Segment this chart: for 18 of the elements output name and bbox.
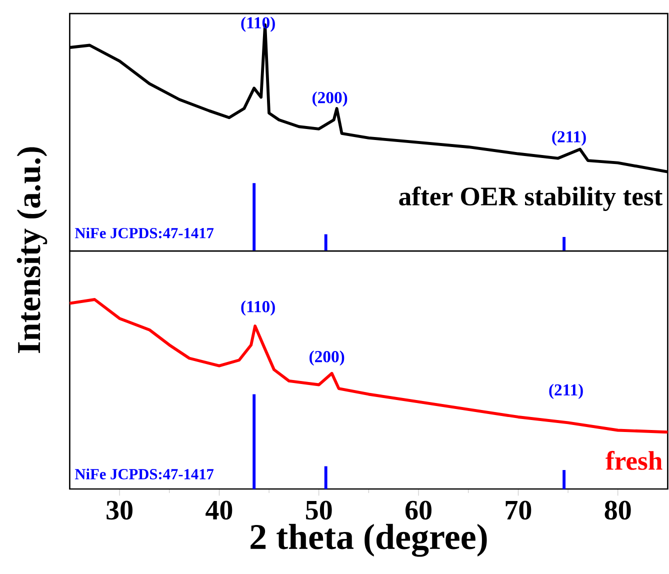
x-tick-label: 40 [206,500,232,520]
annotation: (211) [549,384,583,399]
x-tick-label: 50 [306,500,332,520]
y-axis-title: Intensity (a.u.) [16,147,48,354]
x-tick-label: 60 [406,500,432,520]
annotation: (200) [312,92,348,107]
x-tick-label: 30 [106,500,132,520]
series-label: fresh [606,450,662,470]
series-label: after OER stability test [399,186,663,212]
text: NiFe JCPDS:47-1417 [74,228,214,238]
x-axis-title: 2 theta (degree) [250,524,487,557]
x-tick-label: 70 [506,500,532,520]
annotation: (110) [241,16,275,32]
text: NiFe JCPDS:47-1417 [74,468,214,480]
annotation: (110) [241,300,275,316]
annotation: (200) [310,350,344,366]
annotation: (211) [552,130,586,146]
x-tick-label: 80 [604,500,631,520]
